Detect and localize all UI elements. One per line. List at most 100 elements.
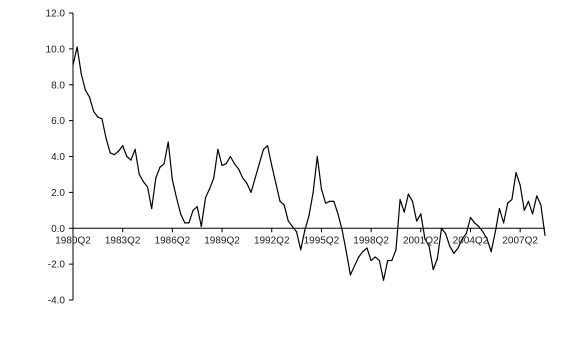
data-point (221, 164, 223, 167)
data-point (105, 137, 107, 140)
data-point (316, 155, 318, 158)
data-point (295, 231, 298, 233)
data-point (312, 191, 314, 193)
data-point (130, 159, 132, 161)
data-point (366, 247, 368, 249)
data-point (262, 148, 265, 150)
y-tick-label: 12.0 (46, 9, 66, 20)
x-tick-label: 2004Q2 (453, 235, 489, 246)
data-point (407, 193, 409, 195)
data-point (490, 250, 492, 253)
data-point (416, 220, 418, 222)
data-point (308, 215, 310, 217)
x-tick-label: 2007Q2 (502, 235, 538, 246)
data-point (271, 164, 273, 167)
data-point (109, 152, 111, 154)
data-point (155, 177, 157, 179)
data-point (300, 249, 302, 251)
data-point (474, 222, 476, 224)
data-point (324, 202, 327, 204)
data-point (403, 211, 405, 213)
data-point (440, 227, 443, 229)
x-tick-label: 1989Q2 (204, 235, 240, 246)
data-point (461, 238, 463, 240)
data-point (209, 188, 211, 190)
data-point (93, 111, 95, 113)
data-point (540, 204, 542, 206)
data-point (146, 186, 149, 188)
x-tick-label: 2001Q2 (403, 235, 439, 246)
data-point (507, 202, 509, 204)
data-point (424, 238, 426, 240)
data-point (374, 256, 376, 258)
data-point (287, 220, 289, 222)
data-point (445, 233, 447, 235)
data-point (320, 188, 323, 190)
data-point (329, 200, 331, 202)
data-point (511, 198, 513, 201)
data-point (258, 163, 260, 165)
data-point (345, 250, 347, 253)
data-point (536, 195, 538, 197)
data-point (453, 252, 455, 254)
data-point (465, 233, 467, 235)
y-tick-label: 4.0 (51, 152, 65, 163)
x-tick-label: 1986Q2 (155, 235, 191, 246)
data-point (80, 73, 82, 75)
data-point (101, 118, 103, 120)
data-point (171, 179, 173, 181)
data-point (362, 250, 364, 253)
data-point (88, 96, 91, 98)
x-tick-label: 1992Q2 (254, 235, 290, 246)
data-point (395, 249, 397, 251)
data-point (382, 279, 385, 281)
data-point (337, 213, 339, 215)
data-point (213, 177, 215, 179)
data-point (254, 177, 256, 179)
data-point (134, 148, 136, 150)
data-point (151, 207, 153, 210)
data-point (275, 182, 277, 185)
data-point (498, 207, 501, 210)
data-point (387, 259, 389, 262)
data-point (349, 274, 351, 276)
data-point (246, 182, 248, 185)
data-point (180, 213, 182, 215)
data-point (250, 191, 252, 193)
data-point (531, 213, 534, 215)
data-point (486, 238, 488, 240)
data-point (436, 258, 438, 260)
data-point (117, 150, 120, 152)
data-point (503, 222, 505, 224)
data-point (113, 154, 115, 156)
data-point (200, 225, 202, 228)
axes (69, 12, 545, 301)
data-point (353, 265, 356, 267)
data-point (515, 172, 517, 174)
data-point (457, 247, 459, 249)
data-point (217, 148, 219, 150)
data-point (163, 163, 165, 165)
data-point (370, 259, 372, 262)
data-point (469, 216, 472, 219)
data-point (333, 200, 335, 202)
tick-labels: 12.0 10.0 8.0 6.0 4.0 2.0 0.0 -2.0 -4.0 1980Q2 198… (46, 9, 539, 307)
x-tick-label: 1995Q2 (304, 235, 340, 246)
data-point (192, 209, 194, 211)
y-tick-label: 8.0 (51, 80, 65, 91)
data-point (291, 225, 294, 228)
data-point (432, 268, 434, 271)
data-point (449, 245, 451, 247)
data-point (122, 145, 124, 147)
y-tick-label: -4.0 (48, 296, 66, 307)
data-point (391, 259, 393, 262)
y-tick-label: 0.0 (51, 224, 65, 235)
data-point (544, 234, 546, 237)
data-point (399, 198, 401, 201)
data-point (188, 222, 190, 224)
data-point (233, 163, 236, 165)
data-point (159, 166, 161, 168)
data-point (138, 173, 140, 176)
data-point (428, 245, 430, 247)
data-point (341, 229, 343, 231)
